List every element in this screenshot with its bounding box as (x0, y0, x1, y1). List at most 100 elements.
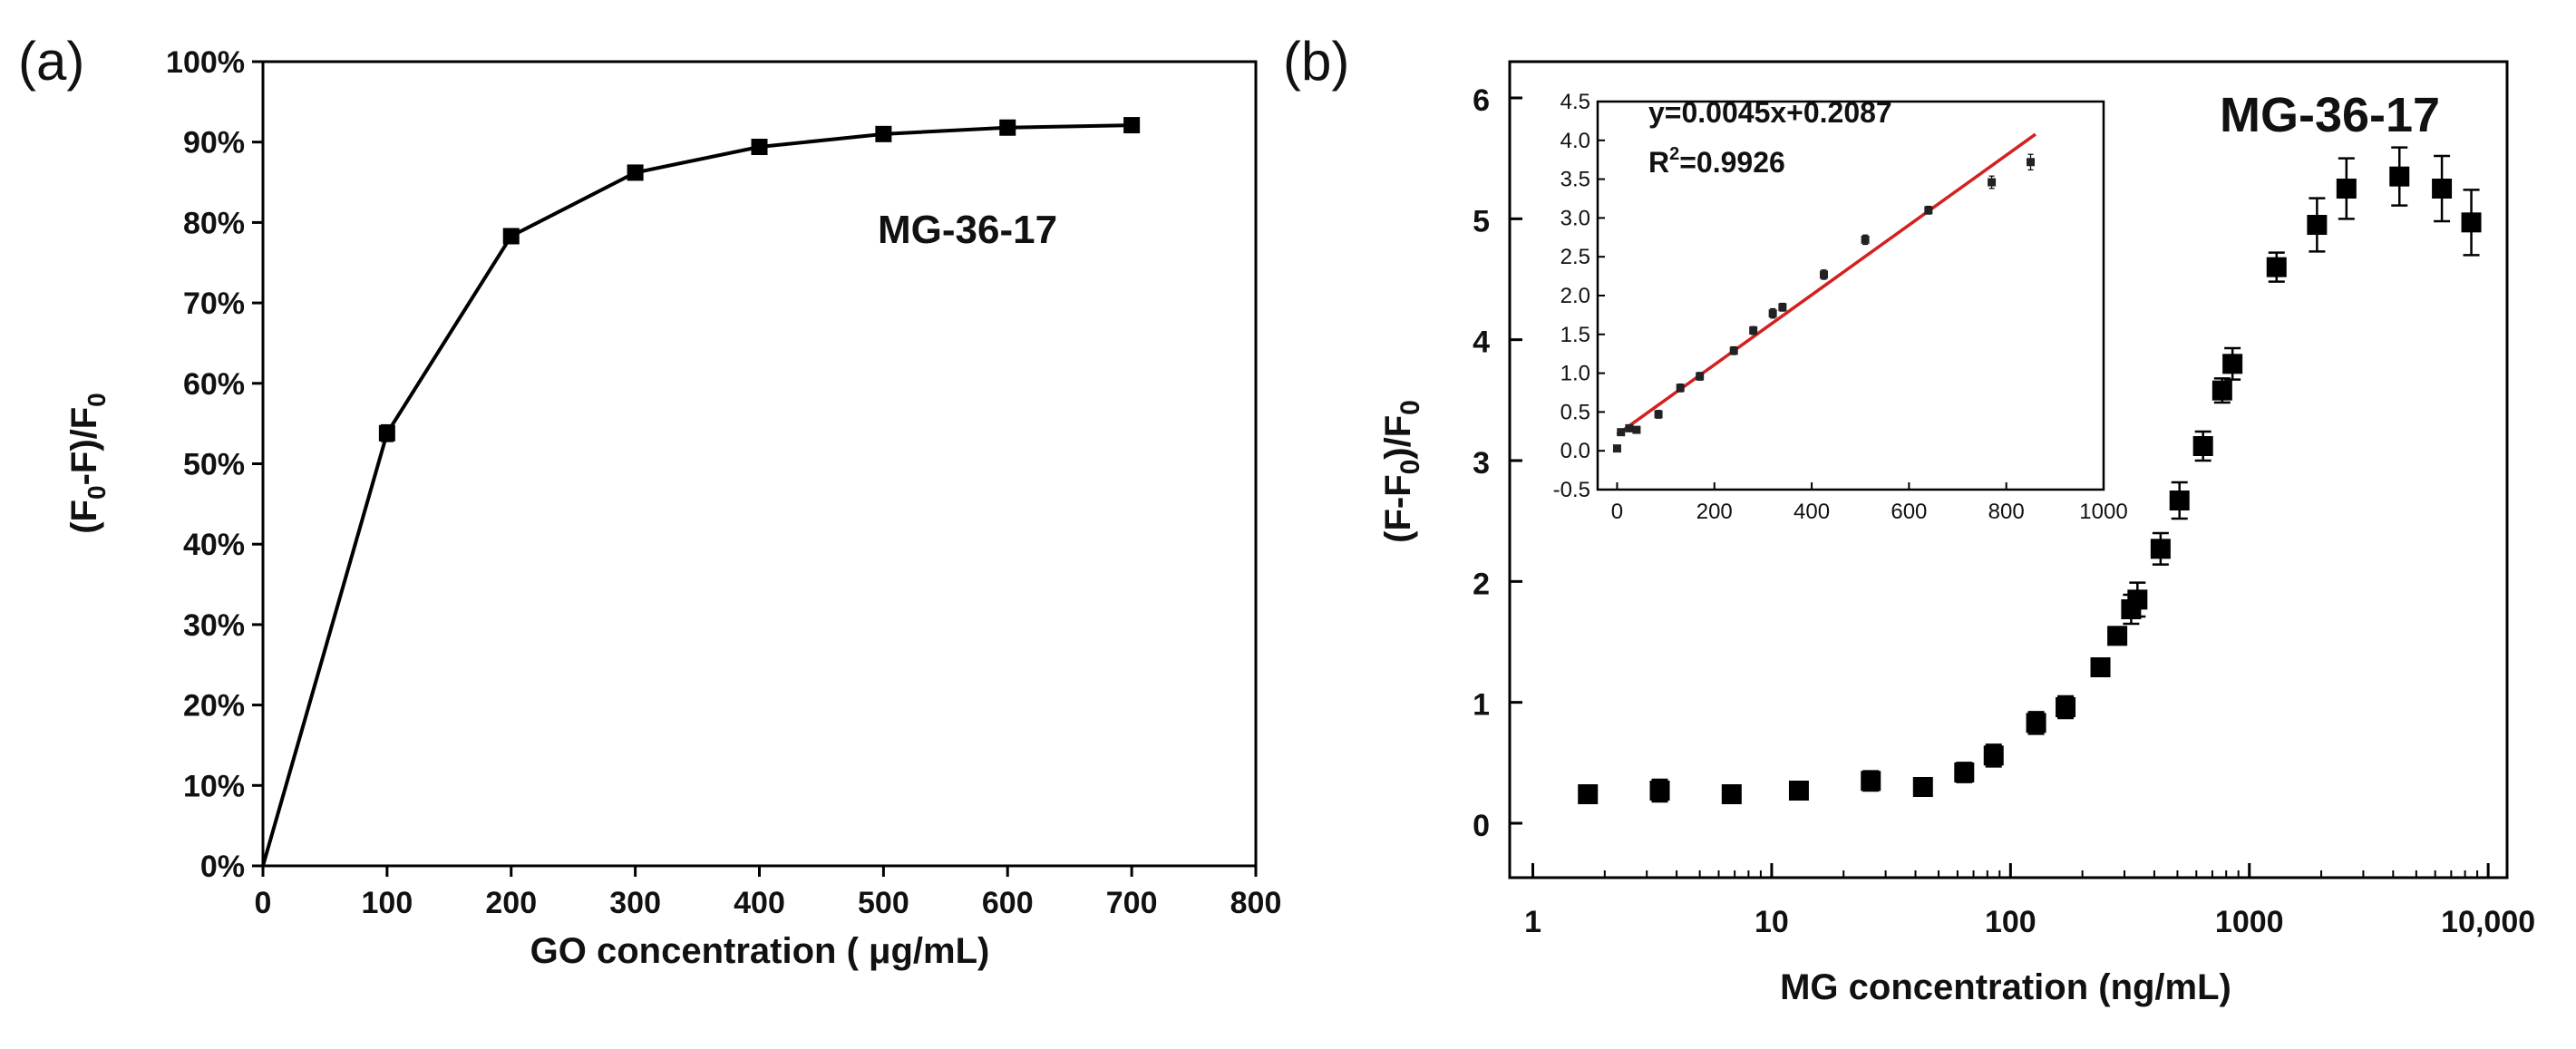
panel-b-label: (b) (1283, 31, 1349, 92)
inset-data-point (2027, 158, 2036, 167)
panel-b-x-tick-label: 1000 (2215, 905, 2284, 939)
inset-y-tick-label: 2.0 (1560, 284, 1590, 308)
inset-data-point (1696, 372, 1705, 381)
panel-b-data-point (2192, 436, 2213, 456)
panel-a-y-tick-label: 0% (200, 850, 245, 884)
inset-data-point (1988, 178, 1997, 187)
panel-b-y-title-sub1: 0 (1395, 460, 1425, 475)
panel-b-y-tick-label: 5 (1473, 204, 1490, 238)
inset-y-tick-label: 2.5 (1560, 245, 1590, 269)
panel-b-data-point (1861, 771, 1881, 792)
panel-a-y-tick-label: 10% (183, 769, 245, 803)
inset-data-point (1632, 425, 1641, 434)
inset-y-tick-label: 0.0 (1560, 439, 1590, 463)
panel-b-data-point (2211, 380, 2232, 401)
panel-b-data-point (2107, 626, 2128, 646)
inset-y-tick-label: 4.5 (1560, 90, 1590, 114)
inset-y-tick-label: 4.0 (1560, 129, 1590, 153)
panel-b-y-tick-label: 4 (1473, 325, 1490, 360)
panel-a-y-tick-label: 30% (183, 608, 245, 643)
inset-plot-frame (1596, 100, 2105, 491)
inset-r-squared: R2=0.9926 (1648, 144, 1785, 179)
panel-a-x-tick-label: 800 (1230, 886, 1282, 920)
panel-b-data-point (2169, 491, 2190, 510)
inset-data-point (1625, 423, 1634, 432)
panel-a-series-line (261, 123, 1132, 867)
inset-data-point (1768, 309, 1777, 318)
inset-data-point (1617, 428, 1626, 437)
panel-b-data-point (1578, 784, 1599, 804)
panel-a-y-tick-label: 50% (183, 448, 245, 482)
panel-b-data-point (2056, 697, 2076, 717)
panel-b: (b) 0 1 2 3 4 5 6 1 10 100 1000 10,000 MG-36-17 MG… (1283, 31, 2535, 1007)
inset-y-ticks: -0.5 0.0 0.5 1.0 1.5 2.0 2.5 3.0 3.5 4.0 4.5 (1553, 90, 1605, 502)
panel-b-data-point (2090, 657, 2111, 677)
panel-a-x-tick-label: 100 (362, 886, 413, 920)
panel-a: (a) 0% 10% 20% 30% 40% 50% 60% 70% 80% 90% 100% 0 1… (18, 31, 1281, 971)
panel-a-data-point (875, 125, 892, 142)
inset-r2-value: =0.9926 (1679, 146, 1785, 179)
panel-a-x-tick-label: 500 (858, 886, 909, 920)
panel-b-data-points (1578, 146, 2482, 804)
panel-b-data-point (1983, 745, 2004, 766)
panel-b-data-point (2432, 179, 2453, 199)
inset-data-point (1819, 270, 1828, 279)
panel-b-data-point (2026, 713, 2046, 733)
inset-data-point (1729, 346, 1738, 355)
inset-r2-prefix: R (1648, 146, 1669, 179)
inset-x-tick-label: 400 (1793, 500, 1830, 524)
panel-a-y-title-sub1: 0 (83, 485, 111, 500)
panel-b-data-point (1649, 781, 1670, 801)
panel-b-inset: -0.5 0.0 0.5 1.0 1.5 2.0 2.5 3.0 3.5 4.0 4.5 0 200 4… (1553, 90, 2128, 524)
panel-b-y-title-part2: )/F (1378, 415, 1418, 460)
inset-x-tick-label: 0 (1611, 500, 1623, 524)
inset-x-tick-label: 200 (1696, 500, 1733, 524)
panel-b-data-point (1788, 781, 1809, 801)
panel-a-x-tick-label: 300 (609, 886, 661, 920)
inset-x-tick-label: 800 (1988, 500, 2025, 524)
panel-b-y-title-part1: (F-F (1378, 474, 1418, 543)
panel-a-y-title-part1: (F (64, 500, 104, 534)
panel-b-data-point (2266, 257, 2287, 277)
panel-b-y-ticks: 0 1 2 3 4 5 6 (1473, 83, 1522, 843)
inset-x-ticks: 0 200 400 600 800 1000 (1611, 482, 2128, 524)
panel-b-data-point (1912, 777, 1933, 797)
panel-b-x-tick-label: 100 (1985, 905, 2036, 939)
inset-x-tick-label: 600 (1891, 500, 1927, 524)
panel-b-x-tick-label: 10,000 (2441, 905, 2535, 939)
panel-b-data-point (2150, 539, 2171, 559)
inset-data-point (1861, 235, 1870, 244)
inset-data-points (1612, 153, 2036, 453)
panel-a-data-point (627, 164, 644, 181)
panel-a-y-title-sub2: 0 (83, 393, 111, 407)
panel-a-data-point (999, 119, 1016, 136)
panel-a-y-tick-label: 70% (183, 287, 245, 321)
panel-a-y-tick-label: 40% (183, 528, 245, 562)
inset-equation: y=0.0045x+0.2087 (1648, 96, 1892, 129)
panel-b-y-tick-label: 1 (1473, 688, 1490, 723)
inset-y-tick-label: 0.5 (1560, 400, 1590, 424)
inset-y-tick-label: 1.5 (1560, 323, 1590, 347)
panel-a-data-point (502, 228, 520, 245)
inset-r2-sup: 2 (1669, 144, 1679, 164)
panel-b-y-tick-label: 0 (1473, 809, 1490, 843)
panel-b-data-point (2307, 215, 2328, 235)
panel-a-data-point (378, 424, 395, 442)
panel-b-data-point (2336, 179, 2357, 199)
panel-b-data-point (1721, 784, 1742, 804)
panel-b-plot-frame (1508, 60, 2509, 879)
panel-a-x-axis-title: GO concentration ( μg/mL) (530, 931, 990, 971)
panel-b-y-tick-label: 6 (1473, 83, 1490, 118)
panel-a-x-tick-label: 0 (255, 886, 272, 920)
panel-a-x-tick-label: 400 (734, 886, 785, 920)
panel-b-data-point (2127, 589, 2148, 610)
inset-fit-line (1616, 132, 2036, 436)
panel-a-plot-frame (261, 60, 1258, 868)
panel-a-data-points (378, 117, 1141, 442)
inset-data-point (1676, 384, 1685, 393)
panel-b-data-point (1954, 762, 1975, 782)
inset-y-tick-label: 1.0 (1560, 362, 1590, 386)
panel-a-y-tick-label: 100% (166, 45, 245, 80)
panel-a-y-title-part2: -F)/F (64, 407, 104, 486)
